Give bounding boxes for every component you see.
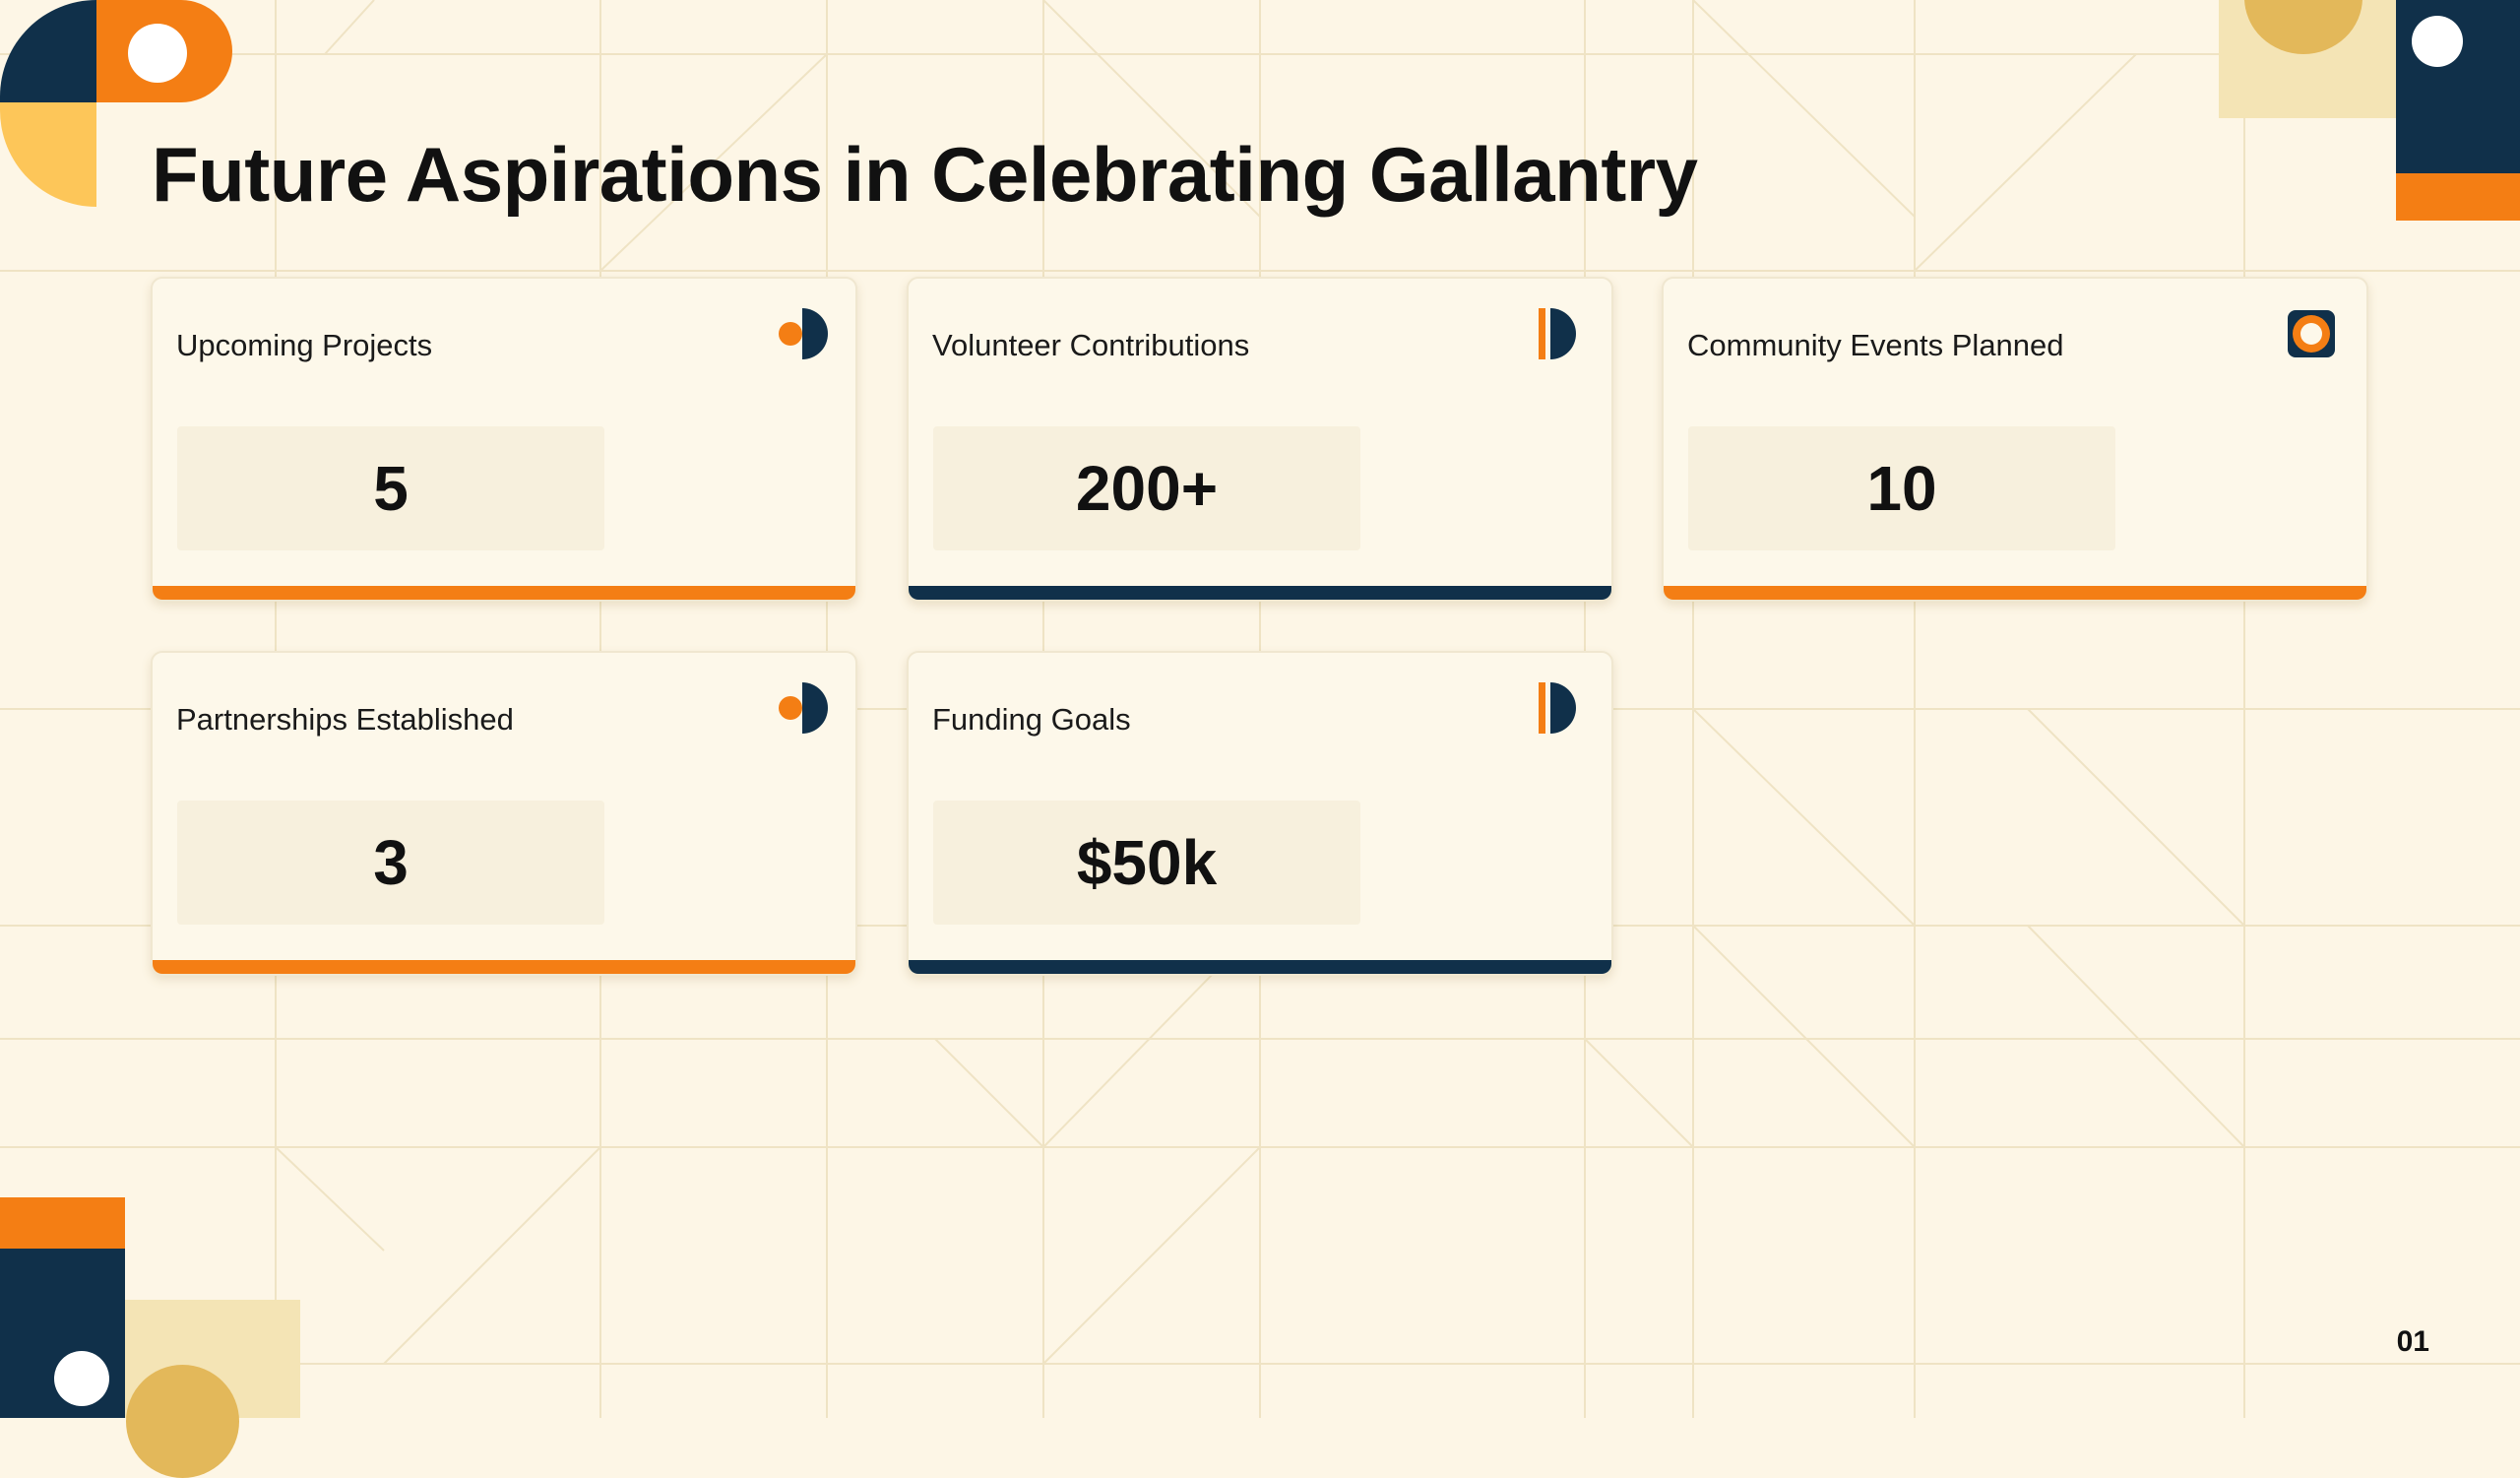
card-community-events: Community Events Planned 10 [1662,277,2368,602]
card-value: 5 [177,426,604,550]
corner-white-dot [2412,16,2463,67]
card-value: 200+ [933,426,1360,550]
card-label: Upcoming Projects [176,328,433,362]
dot-halfcircle-icon [779,682,828,734]
card-value: 10 [1688,426,2115,550]
corner-gold-circle [126,1365,239,1478]
dot-halfcircle-icon [779,308,828,359]
corner-white-dot [54,1351,109,1406]
card-value: $50k [933,801,1360,925]
card-label: Funding Goals [932,702,1131,737]
corner-white-dot [128,24,187,83]
slide-title: Future Aspirations in Celebrating Gallan… [152,131,1698,218]
card-volunteer-contributions: Volunteer Contributions 200+ [907,277,1613,602]
card-accent-bar [909,960,1611,974]
card-label: Volunteer Contributions [932,328,1250,362]
card-upcoming-projects: Upcoming Projects 5 [151,277,857,602]
corner-orange-block [0,1197,125,1249]
card-label: Community Events Planned [1687,328,2064,362]
corner-orange-block [2396,173,2520,221]
card-value: 3 [177,801,604,925]
bar-halfcircle-icon [1539,682,1576,734]
card-accent-bar [153,960,855,974]
page-number: 01 [2396,1325,2429,1358]
bar-halfcircle-icon [1539,308,1576,359]
card-accent-bar [1664,586,2366,600]
card-partnerships: Partnerships Established 3 [151,651,857,976]
card-funding-goals: Funding Goals $50k [907,651,1613,976]
card-accent-bar [153,586,855,600]
ring-square-icon [2288,310,2335,357]
card-label: Partnerships Established [176,702,514,737]
card-accent-bar [909,586,1611,600]
